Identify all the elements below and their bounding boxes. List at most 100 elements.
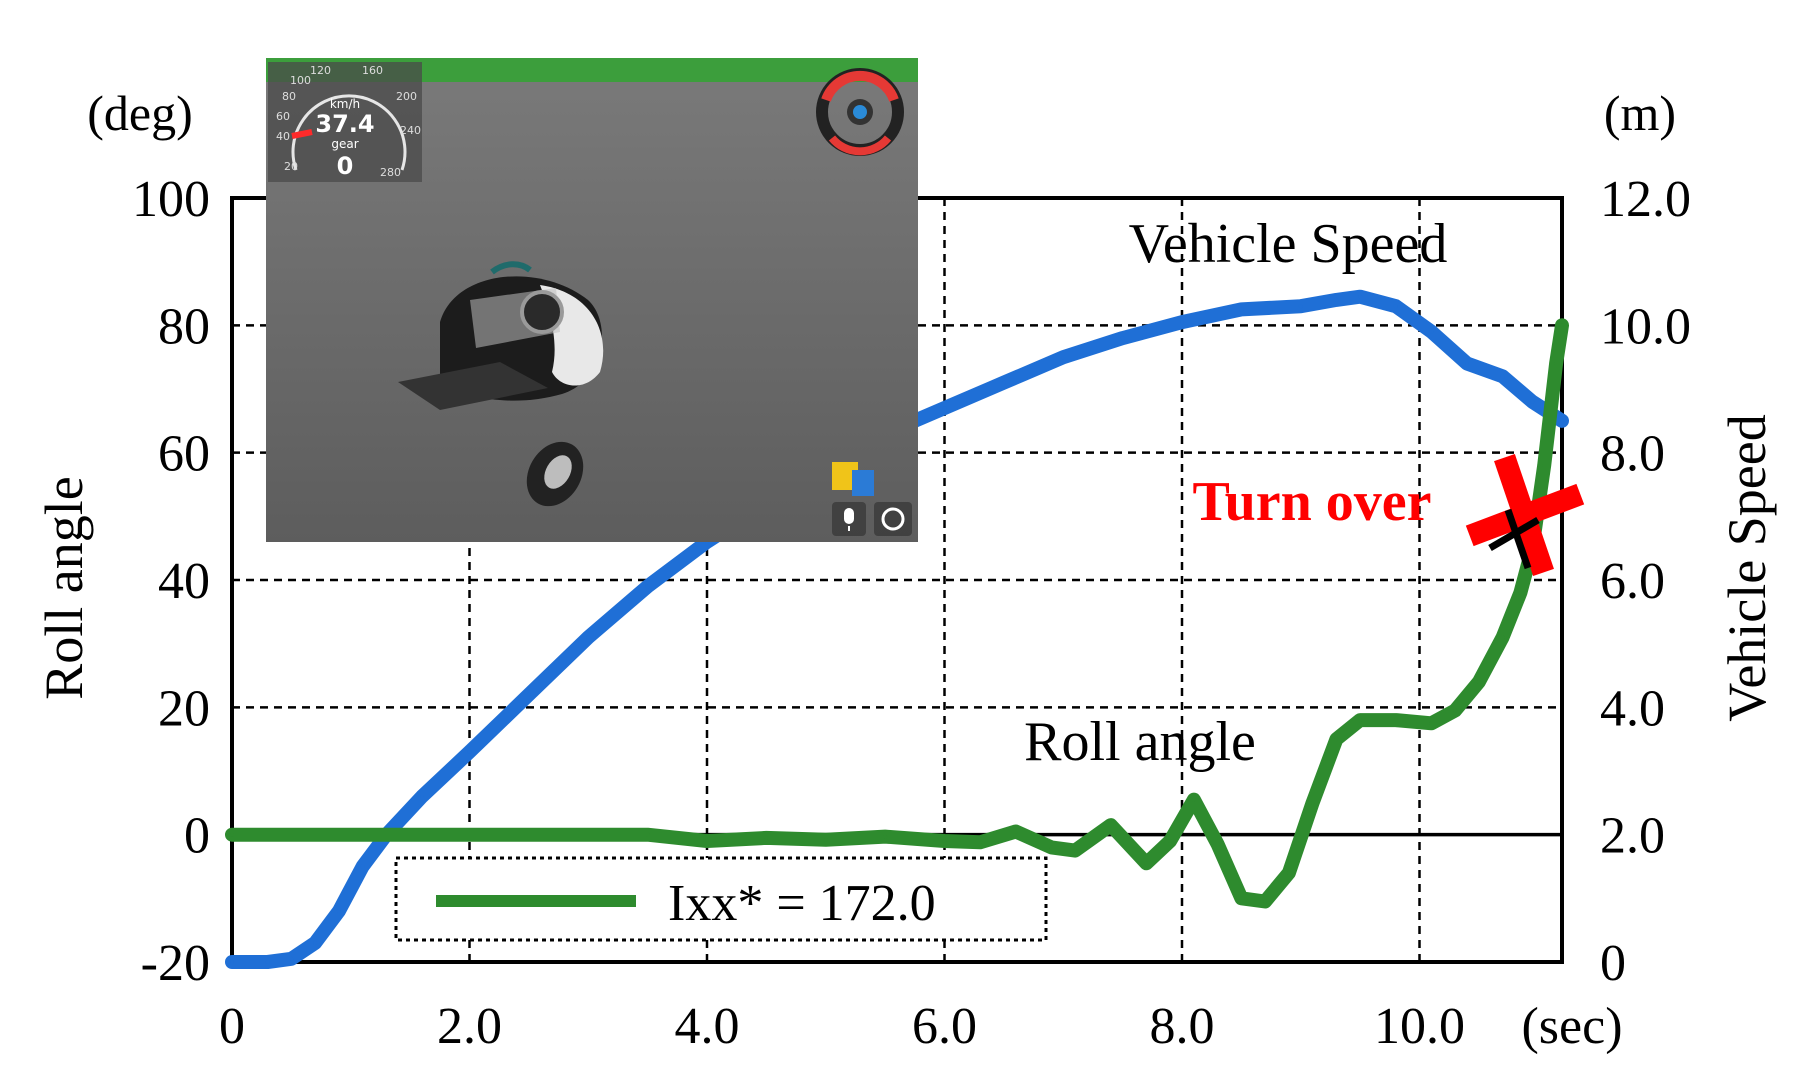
turn-over-marker (1465, 454, 1585, 576)
vehicle-speed-point (1239, 307, 1244, 312)
inset-simulation-screenshot: 20 40 60 80 100 120 160 200 240 280 km/h… (266, 58, 918, 542)
dial-mark: 200 (396, 90, 417, 103)
roll-angle-point (942, 839, 947, 844)
vehicle-speed-point (526, 692, 531, 697)
roll-angle-point (1393, 718, 1398, 723)
roll-angle-point (1429, 721, 1434, 726)
dial-mark: 240 (400, 124, 421, 137)
legend: Ixx* = 172.0 (394, 856, 1048, 942)
roll-angle-point (1013, 829, 1018, 834)
x-tick-label: 6.0 (912, 998, 977, 1055)
right-axis-ticks: 0 2.0 4.0 6.0 8.0 10.0 12.0 (1600, 171, 1691, 992)
overturned-vehicle (398, 261, 604, 410)
right-y-tick-label: 12.0 (1600, 171, 1691, 228)
roll-angle-point (1500, 635, 1505, 640)
x-tick-label: 0 (219, 998, 245, 1055)
roll-angle-point (1554, 361, 1559, 366)
vehicle-speed-point (313, 940, 318, 945)
x-tick-label: 4.0 (675, 998, 740, 1055)
refresh-icon (874, 502, 912, 536)
vehicle-speed-point (942, 406, 947, 411)
vehicle-speed-point (336, 909, 341, 914)
steering-wheel-icon (816, 68, 904, 156)
right-axis-unit: (m) (1604, 85, 1676, 141)
roll-angle-point (1191, 797, 1196, 802)
vehicle-speed-point (586, 635, 591, 640)
left-y-tick-label: 20 (158, 680, 210, 737)
right-y-tick-label: 6.0 (1600, 553, 1665, 610)
roll-angle-point (883, 834, 888, 839)
dial-mark: 280 (380, 166, 401, 179)
roll-angle-point (705, 839, 709, 844)
left-y-tick-label: 80 (158, 298, 210, 355)
roll-angle-point (1215, 842, 1220, 847)
left-y-tick-label: 0 (184, 808, 210, 865)
vehicle-speed-point (1001, 380, 1006, 385)
speedometer-dial (291, 94, 407, 171)
roll-angle-point (1542, 463, 1547, 468)
vehicle-speed-point (360, 864, 365, 869)
detached-wheel (526, 441, 584, 507)
microphone-icon (832, 502, 866, 536)
vehicle-speed-point (1393, 304, 1398, 309)
roll-angle-point (823, 837, 828, 842)
roll-angle-point (230, 832, 234, 837)
roll-angle-point (1168, 839, 1173, 844)
vehicle-speed-point (1061, 355, 1066, 360)
vehicle-speed-point (420, 794, 424, 799)
x-tick-label: 10.0 (1374, 998, 1465, 1055)
roll-angle-point (1144, 861, 1149, 866)
left-y-tick-label: 100 (132, 171, 210, 228)
roll-angle-point (764, 835, 769, 840)
vehicle-speed-point (1530, 399, 1535, 404)
roll-angle-point (1049, 845, 1054, 850)
turn-over-annotation: Turn over (1192, 471, 1431, 533)
vehicle-speed-point (645, 584, 650, 589)
vehicle-speed-point (1298, 304, 1303, 309)
right-y-tick-label: 8.0 (1600, 426, 1665, 483)
left-axis-ticks: -20 0 20 40 60 80 100 (132, 171, 210, 992)
roll-angle-point (1358, 718, 1363, 723)
x-tick-label: 2.0 (437, 998, 502, 1055)
roll-angle-point (1518, 590, 1523, 595)
x-axis-ticks: 0 2.0 4.0 6.0 8.0 10.0 (219, 998, 1465, 1055)
roll-angle-point (1453, 708, 1458, 713)
roll-angle-line (225, 318, 1569, 909)
x-axis-unit: (sec) (1521, 998, 1622, 1055)
dial-mark: 20 (284, 160, 298, 173)
vehicle-speed-point (230, 960, 234, 964)
dial-mark: 80 (282, 90, 296, 103)
left-y-tick-label: 40 (158, 553, 210, 610)
dial-mark: 120 (310, 64, 331, 77)
roll-angle-point (1073, 848, 1078, 853)
dial-mark: 60 (276, 110, 290, 123)
vehicle-speed-point (1500, 374, 1505, 379)
roll-angle-point (1560, 323, 1564, 328)
dial-mark: 100 (290, 74, 311, 87)
vehicle-speed-point (1465, 361, 1469, 366)
roll-angle-point (1310, 800, 1315, 805)
right-axis-title: Vehicle Speed (1717, 414, 1777, 721)
vehicle-speed-point (1180, 320, 1184, 325)
gear-label: gear (331, 137, 358, 151)
vehicle-speed-point (467, 749, 472, 754)
speed-value: 37.4 (315, 110, 374, 138)
vehicle-speed-point (1120, 336, 1125, 341)
vehicle-speed-point (265, 960, 270, 964)
roll-angle-point (1334, 737, 1339, 742)
right-y-tick-label: 10.0 (1600, 298, 1691, 355)
vehicle-speed-point (1334, 297, 1339, 302)
vehicle-speed-point (1429, 329, 1434, 334)
roll-angle-point (1108, 823, 1113, 828)
vehicle-speed-annotation: Vehicle Speed (1129, 213, 1448, 275)
roll-angle-point (978, 840, 983, 845)
right-y-tick-label: 0 (1600, 935, 1626, 992)
left-y-tick-label: 60 (158, 426, 210, 483)
roll-angle-point (1263, 899, 1268, 904)
gear-value: 0 (337, 152, 354, 180)
speed-unit-label: km/h (330, 97, 360, 111)
vehicle-speed-point (1560, 418, 1564, 423)
speedometer-needle (291, 129, 313, 139)
